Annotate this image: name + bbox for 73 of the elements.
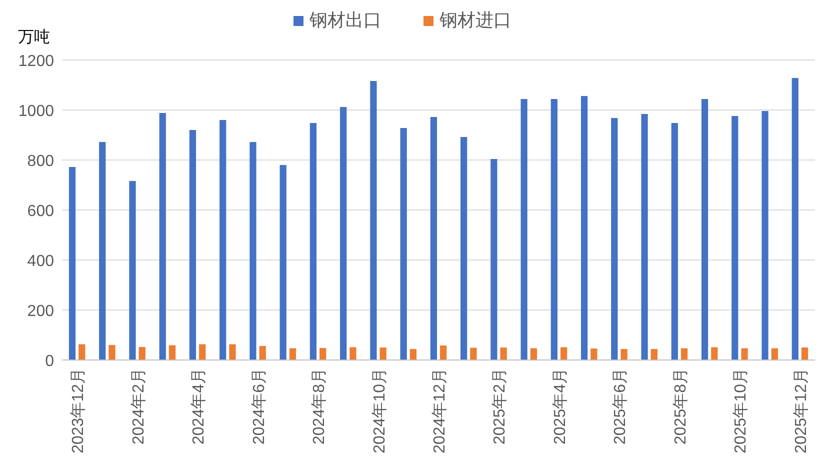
bar <box>801 348 808 360</box>
bar <box>159 113 166 360</box>
bar <box>220 120 226 360</box>
bar <box>78 344 86 360</box>
bar <box>259 346 266 360</box>
bar <box>641 114 648 360</box>
x-tick-label: 2024年8月 <box>311 368 328 444</box>
bar <box>430 117 437 360</box>
bar <box>580 96 588 360</box>
bar <box>500 348 507 360</box>
bar <box>250 142 256 360</box>
bar <box>590 348 598 360</box>
bar <box>741 348 748 360</box>
x-tick-label: 2025年2月 <box>492 368 509 444</box>
bar <box>711 347 718 360</box>
x-tick-label: 2024年4月 <box>190 368 208 444</box>
x-tick-label: 2025年12月 <box>792 368 810 454</box>
bar <box>671 123 678 360</box>
bar <box>460 137 468 360</box>
legend-label: 钢材进口 <box>438 10 512 30</box>
bar <box>611 118 618 360</box>
bar <box>560 347 568 360</box>
x-tick-label: 2024年12月 <box>432 368 448 454</box>
bar <box>138 347 146 360</box>
bar <box>68 167 76 360</box>
bar <box>520 99 528 360</box>
bar <box>771 348 778 360</box>
bar <box>168 345 176 360</box>
x-tick-label: 2025年10月 <box>732 368 750 454</box>
bar <box>129 181 136 360</box>
bar <box>620 349 628 360</box>
bar <box>380 348 386 360</box>
y-tick-label: 0 <box>45 353 54 370</box>
bar <box>189 130 196 360</box>
bar <box>530 348 537 360</box>
bar <box>440 346 447 360</box>
bar <box>370 81 377 360</box>
y-tick-label: 400 <box>27 253 54 270</box>
y-tick-label: 1000 <box>18 103 54 120</box>
bar <box>340 107 347 360</box>
x-tick-label: 2024年10月 <box>371 368 388 454</box>
bar <box>701 99 708 360</box>
bar <box>199 344 206 360</box>
x-tick-label: 2023年12月 <box>70 368 88 454</box>
bar <box>550 99 558 360</box>
bar <box>350 347 356 360</box>
x-tick-label: 2024年2月 <box>130 368 148 444</box>
x-tick-label: 2025年4月 <box>552 368 569 444</box>
x-tick-label: 2024年6月 <box>250 368 268 444</box>
bar <box>732 116 738 360</box>
bar <box>320 348 326 360</box>
bar <box>99 142 106 360</box>
bar <box>310 123 317 360</box>
bar <box>229 344 236 360</box>
y-tick-label: 600 <box>27 203 54 220</box>
y-tick-label: 1200 <box>18 53 54 70</box>
bar <box>108 345 116 360</box>
bar <box>490 159 498 360</box>
bar <box>680 348 688 360</box>
bar <box>400 128 407 360</box>
bar <box>289 348 296 360</box>
bar <box>762 111 768 360</box>
x-tick-label: 2025年6月 <box>612 368 630 444</box>
bar <box>280 165 286 360</box>
bar <box>410 349 417 360</box>
legend-label: 钢材出口 <box>308 10 382 30</box>
y-tick-label: 800 <box>27 153 54 170</box>
x-tick-label: 2025年8月 <box>672 368 690 444</box>
y-axis-title: 万吨 <box>18 28 50 46</box>
bar <box>650 349 658 360</box>
bar <box>792 78 798 360</box>
y-tick-label: 200 <box>27 303 54 320</box>
bar <box>470 348 477 360</box>
